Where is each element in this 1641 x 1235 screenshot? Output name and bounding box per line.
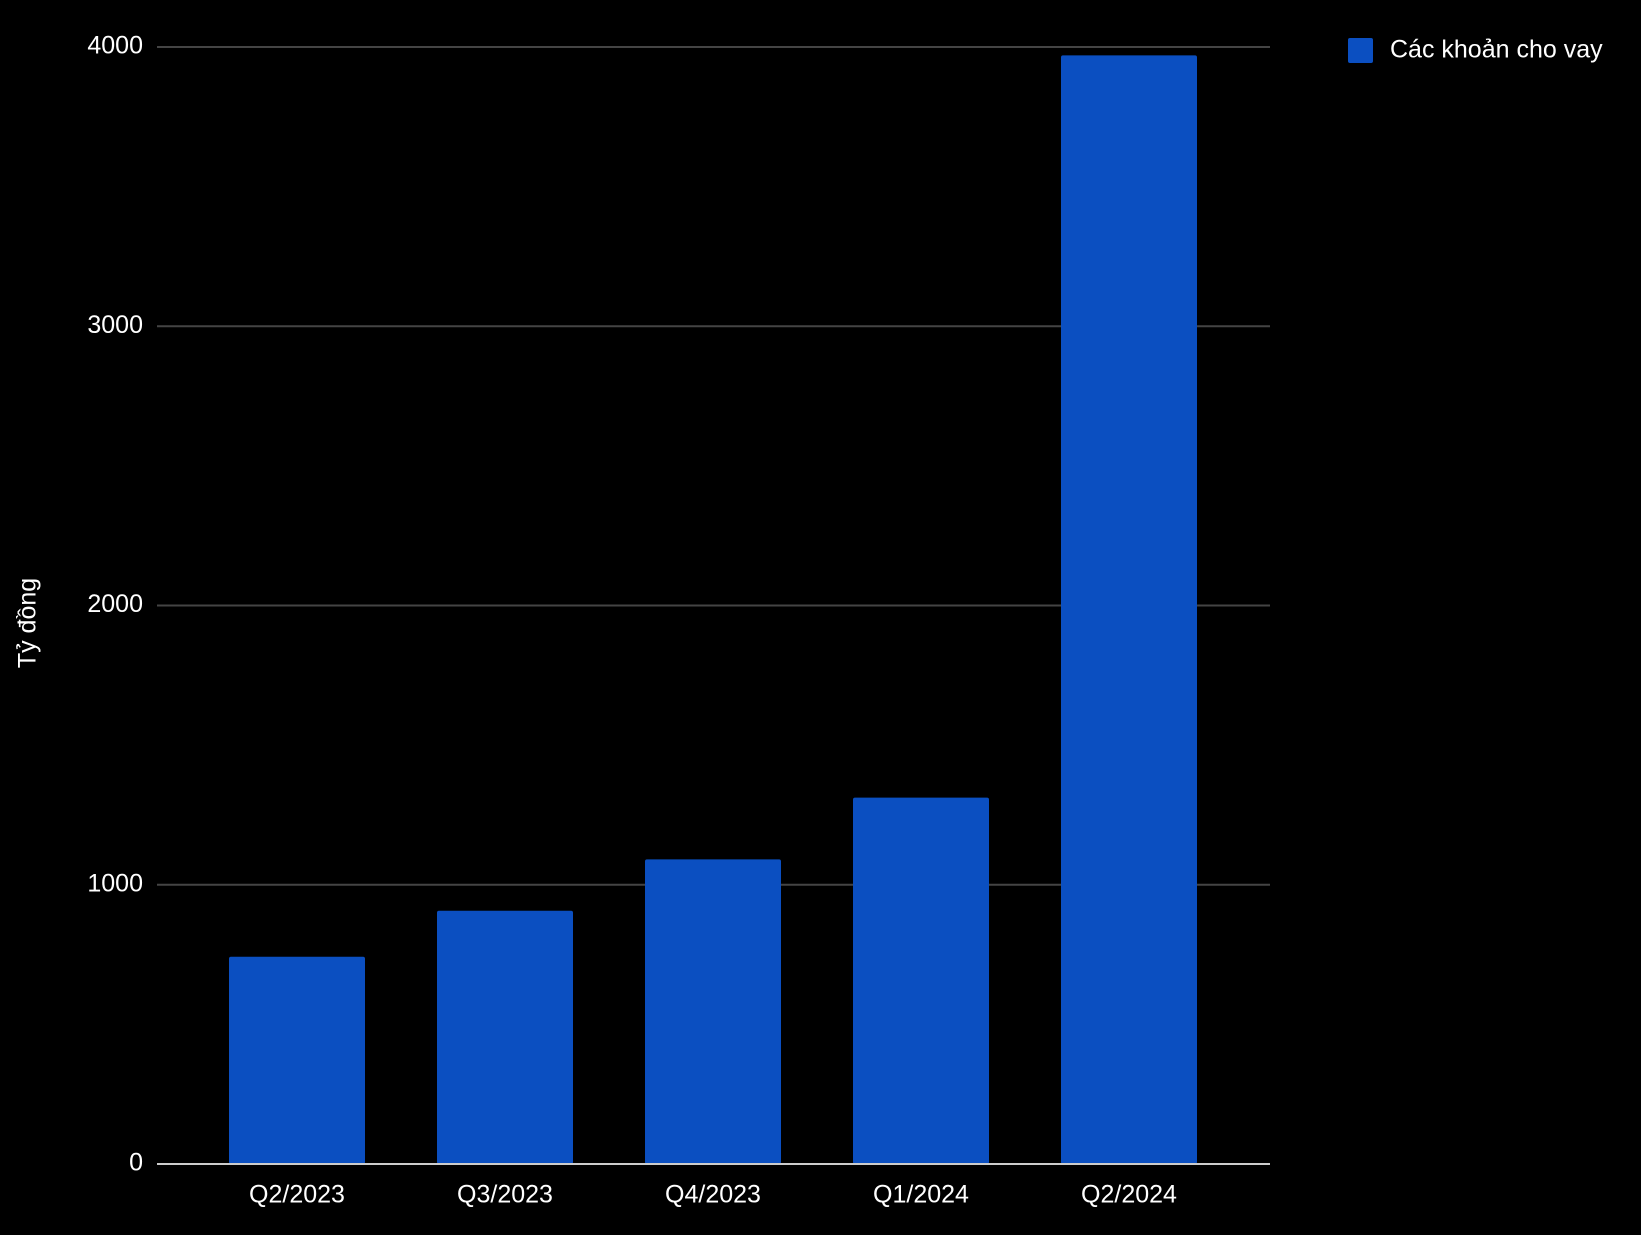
x-tick-label: Q1/2024 <box>873 1181 969 1209</box>
y-tick-label: 1000 <box>87 869 143 897</box>
x-tick-label: Q3/2023 <box>457 1181 553 1209</box>
bar <box>645 859 781 1164</box>
y-tick-label: 2000 <box>87 590 143 618</box>
y-axis-title: Tỷ đồng <box>14 578 42 668</box>
bar <box>853 797 989 1164</box>
bar <box>437 910 573 1164</box>
x-tick-label: Q4/2023 <box>665 1181 761 1209</box>
legend-label: Các khoản cho vay <box>1390 36 1603 64</box>
legend-swatch <box>1348 38 1373 63</box>
bar <box>229 956 365 1164</box>
y-tick-label: 3000 <box>87 311 143 339</box>
y-tick-label: 0 <box>129 1149 143 1177</box>
bar <box>1061 55 1197 1165</box>
y-tick-label: 4000 <box>87 32 143 60</box>
x-tick-label: Q2/2024 <box>1081 1181 1177 1209</box>
x-tick-label: Q2/2023 <box>249 1181 345 1209</box>
